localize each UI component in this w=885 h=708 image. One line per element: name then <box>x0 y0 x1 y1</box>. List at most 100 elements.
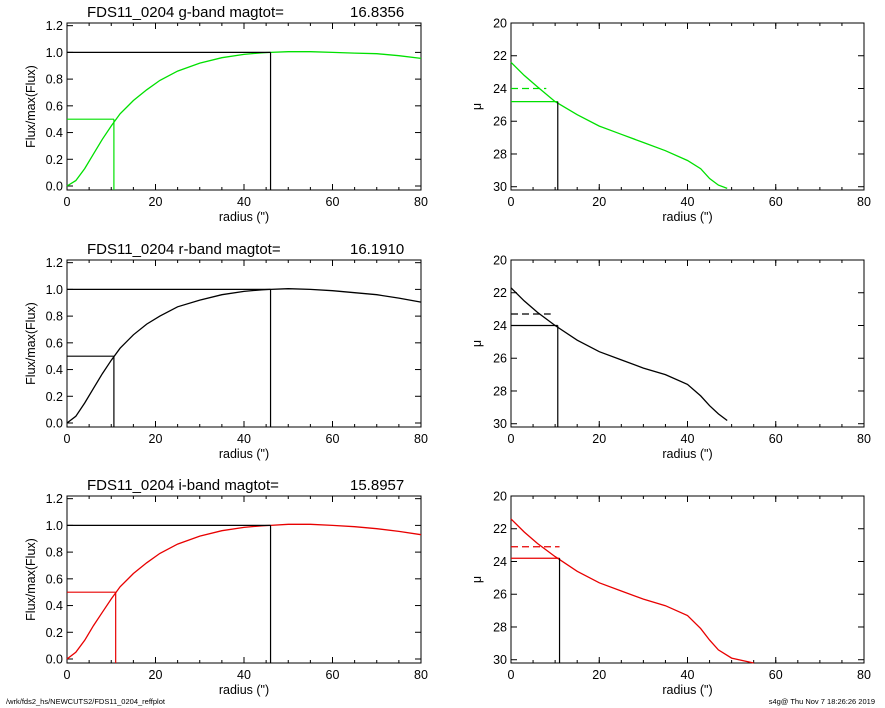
x-tick-label: 20 <box>149 668 163 682</box>
data-series-line <box>66 51 422 187</box>
y-tick-label: 1.2 <box>46 492 63 506</box>
data-series-line <box>66 523 422 660</box>
x-tick-label: 40 <box>237 668 251 682</box>
y-tick-label: 20 <box>493 490 507 504</box>
magtot-value: 16.8356 <box>350 4 404 21</box>
plot-frame <box>510 495 865 664</box>
x-tick-label: 60 <box>769 195 783 209</box>
y-axis-label: Flux/max(Flux) <box>24 538 38 621</box>
x-axis-label: radius (") <box>662 447 712 461</box>
y-tick-label: 28 <box>493 147 507 161</box>
x-tick-label: 0 <box>64 195 71 209</box>
x-axis-label: radius (") <box>219 683 269 697</box>
x-tick-label: 80 <box>414 195 428 209</box>
y-tick-label: 26 <box>493 115 507 129</box>
y-tick-label: 1.2 <box>46 19 63 33</box>
y-tick-label: 0.4 <box>46 363 63 377</box>
x-tick-label: 60 <box>326 668 340 682</box>
x-tick-label: 80 <box>857 432 871 446</box>
x-tick-label: 40 <box>681 432 695 446</box>
y-tick-label: 1.0 <box>46 519 63 533</box>
plot-frame <box>66 495 422 664</box>
chart-title: FDS11_0204 r-band magtot= <box>87 241 281 258</box>
y-tick-label: 30 <box>493 180 507 194</box>
y-tick-label: 0.0 <box>46 416 63 430</box>
panel-1: 0 20 40 60 80 0.0 0.2 0.4 0.6 0.8 1.0 1.2 radius (")… <box>24 4 428 224</box>
data-series-line <box>510 518 754 664</box>
chart-title: FDS11_0204 i-band magtot= <box>87 477 279 494</box>
x-tick-label: 0 <box>508 432 515 446</box>
y-tick-label: 0.8 <box>46 310 63 324</box>
y-axis-label: μ <box>470 103 484 110</box>
x-tick-label: 0 <box>64 432 71 446</box>
y-tick-label: 20 <box>493 17 507 31</box>
y-tick-label: 30 <box>493 417 507 431</box>
y-tick-label: 22 <box>493 286 507 300</box>
x-tick-label: 20 <box>592 432 606 446</box>
y-tick-label: 1.2 <box>46 256 63 270</box>
panel-5: 0 20 40 60 80 0.0 0.2 0.4 0.6 0.8 1.0 1.2 radius (")… <box>24 477 428 697</box>
y-tick-label: 22 <box>493 49 507 63</box>
data-series-line <box>510 61 728 190</box>
y-axis-label: Flux/max(Flux) <box>24 65 38 148</box>
y-tick-label: 0.6 <box>46 336 63 350</box>
x-tick-label: 80 <box>857 668 871 682</box>
y-tick-label: 24 <box>493 555 507 569</box>
y-tick-label: 0.4 <box>46 599 63 613</box>
x-tick-label: 40 <box>681 668 695 682</box>
x-tick-label: 20 <box>592 195 606 209</box>
data-series-line <box>510 287 728 422</box>
y-axis-label: μ <box>470 340 484 347</box>
x-tick-label: 20 <box>149 432 163 446</box>
x-tick-label: 60 <box>769 432 783 446</box>
panel-2: 0 20 40 60 80 20 22 24 26 28 30 radius (") μ <box>470 17 871 225</box>
y-tick-label: 0.6 <box>46 572 63 586</box>
plot-frame <box>510 259 865 428</box>
x-tick-label: 80 <box>857 195 871 209</box>
x-axis-label: radius (") <box>219 210 269 224</box>
x-tick-label: 0 <box>508 195 515 209</box>
y-tick-label: 24 <box>493 319 507 333</box>
x-axis-label: radius (") <box>662 210 712 224</box>
y-tick-label: 26 <box>493 352 507 366</box>
x-tick-label: 20 <box>592 668 606 682</box>
x-tick-label: 40 <box>237 432 251 446</box>
y-tick-label: 0.2 <box>46 390 63 404</box>
x-tick-label: 80 <box>414 668 428 682</box>
y-tick-label: 0.0 <box>46 652 63 666</box>
y-tick-label: 24 <box>493 82 507 96</box>
y-tick-label: 0.8 <box>46 73 63 87</box>
y-tick-label: 22 <box>493 522 507 536</box>
y-tick-label: 0.0 <box>46 179 63 193</box>
y-tick-label: 0.8 <box>46 546 63 560</box>
y-tick-label: 0.2 <box>46 153 63 167</box>
x-tick-label: 20 <box>149 195 163 209</box>
y-tick-label: 26 <box>493 588 507 602</box>
y-axis-label: Flux/max(Flux) <box>24 302 38 385</box>
y-tick-label: 20 <box>493 254 507 268</box>
panel-4: 0 20 40 60 80 20 22 24 26 28 30 radius (") μ <box>470 254 871 462</box>
chart-title: FDS11_0204 g-band magtot= <box>87 4 284 21</box>
y-tick-label: 28 <box>493 384 507 398</box>
y-tick-label: 1.0 <box>46 46 63 60</box>
y-tick-label: 1.0 <box>46 283 63 297</box>
x-axis-label: radius (") <box>219 447 269 461</box>
x-tick-label: 60 <box>769 668 783 682</box>
plot-frame <box>66 22 422 191</box>
x-tick-label: 0 <box>64 668 71 682</box>
y-tick-label: 0.6 <box>46 99 63 113</box>
y-tick-label: 0.2 <box>46 626 63 640</box>
x-tick-label: 0 <box>508 668 515 682</box>
x-tick-label: 80 <box>414 432 428 446</box>
x-tick-label: 60 <box>326 195 340 209</box>
magtot-value: 16.1910 <box>350 241 404 258</box>
panel-6: 0 20 40 60 80 20 22 24 26 28 30 radius (") μ <box>470 490 871 698</box>
y-tick-label: 30 <box>493 653 507 667</box>
y-tick-label: 0.4 <box>46 126 63 140</box>
footer-path: /wrk/fds2_hs/NEWCUTS2/FDS11_0204_reffplo… <box>6 697 165 706</box>
plot-frame <box>66 259 422 428</box>
y-axis-label: μ <box>470 576 484 583</box>
panel-3: 0 20 40 60 80 0.0 0.2 0.4 0.6 0.8 1.0 1.2 radius (")… <box>24 241 428 461</box>
x-tick-label: 40 <box>237 195 251 209</box>
